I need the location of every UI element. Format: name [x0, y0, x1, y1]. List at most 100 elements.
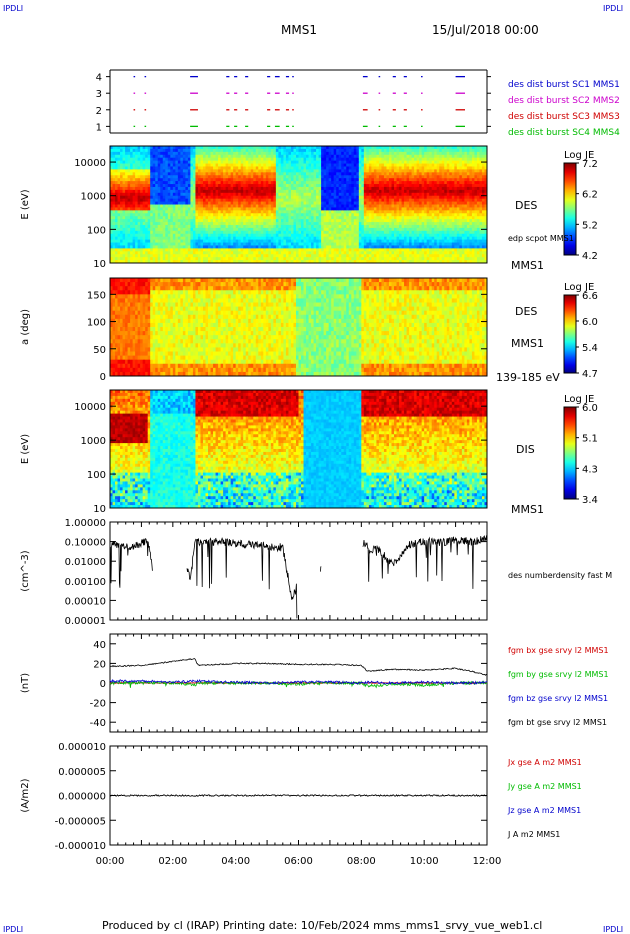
des-energy-cell — [391, 192, 395, 197]
des-energy-cell — [285, 260, 289, 264]
des-energy-cell — [248, 210, 252, 214]
des-energy-cell — [351, 257, 355, 261]
des-energy-cell — [293, 210, 297, 214]
des-energy-cell — [381, 222, 385, 226]
des-energy-cell — [280, 224, 284, 229]
des-energy-cell — [260, 245, 264, 249]
des-energy-cell — [187, 213, 191, 217]
des-energy-cell — [255, 224, 259, 229]
des-energy-cell — [208, 146, 211, 150]
des-energy-cell — [243, 192, 247, 197]
des-energy-cell — [366, 219, 370, 223]
des-energy-cell — [386, 146, 390, 150]
des-energy-cell — [313, 219, 317, 223]
des-energy-cell — [243, 166, 247, 170]
des-energy-cell — [298, 154, 302, 159]
des-energy-cell — [170, 160, 174, 164]
des-energy-cell — [243, 157, 247, 162]
des-energy-cell — [338, 224, 342, 229]
des-energy-cell — [253, 192, 257, 197]
des-energy-cell — [122, 181, 126, 185]
des-energy-cell — [406, 230, 410, 235]
des-energy-cell — [155, 163, 159, 167]
des-energy-cell — [192, 245, 196, 249]
des-energy-cell — [406, 181, 410, 185]
des-energy-cell — [258, 236, 262, 240]
des-energy-cell — [366, 154, 370, 159]
des-energy-cell — [348, 213, 352, 217]
des-energy-cell — [343, 216, 347, 220]
des-energy-cell — [245, 178, 249, 182]
des-energy-cell — [197, 245, 201, 249]
des-energy-cell — [308, 222, 312, 226]
des-energy-cell — [208, 257, 211, 261]
des-energy-cell — [306, 213, 309, 217]
des-energy-cell — [250, 201, 254, 205]
des-energy-cell — [373, 195, 377, 200]
des-energy-cell — [303, 260, 307, 264]
des-energy-cell — [283, 245, 287, 249]
des-energy-cell — [233, 248, 237, 252]
des-energy-cell — [346, 213, 350, 217]
des-energy-cell — [318, 213, 322, 217]
des-energy-cell — [265, 175, 269, 179]
des-energy-cell — [187, 160, 191, 164]
des-energy-cell — [220, 184, 224, 188]
des-energy-cell — [394, 184, 397, 188]
des-energy-cell — [210, 172, 214, 176]
des-energy-cell — [268, 186, 272, 191]
des-energy-cell — [383, 260, 387, 264]
des-energy-cell — [336, 184, 340, 188]
des-energy-cell — [328, 219, 332, 223]
des-energy-cell — [117, 230, 121, 235]
des-energy-cell — [323, 219, 327, 223]
des-energy-cell — [248, 163, 252, 167]
des-energy-cell — [366, 189, 370, 194]
des-energy-cell — [263, 195, 267, 200]
des-energy-cell — [303, 230, 307, 235]
des-energy-cell — [295, 219, 299, 223]
des-energy-cell — [366, 245, 370, 249]
des-energy-cell — [383, 192, 387, 197]
des-energy-cell — [318, 154, 322, 159]
des-energy-cell — [213, 251, 216, 255]
des-energy-cell — [348, 175, 352, 179]
des-energy-cell — [270, 239, 274, 243]
des-energy-cell — [215, 146, 219, 150]
des-energy-cell — [162, 201, 166, 205]
des-energy-cell — [172, 257, 176, 261]
des-energy-cell — [213, 198, 216, 202]
des-energy-cell — [195, 178, 199, 182]
des-energy-cell — [155, 233, 159, 238]
des-energy-cell — [167, 175, 171, 179]
des-energy-cell — [177, 184, 181, 188]
des-energy-cell — [205, 163, 209, 167]
des-energy-cell — [368, 224, 372, 229]
des-energy-cell — [162, 146, 166, 150]
des-energy-cell — [230, 157, 234, 162]
des-energy-cell — [145, 251, 149, 255]
des-energy-cell — [192, 224, 196, 229]
des-energy-cell — [311, 222, 314, 226]
des-energy-cell — [280, 227, 284, 232]
des-energy-cell — [142, 181, 146, 185]
des-energy-cell — [112, 201, 116, 205]
des-energy-cell — [135, 148, 139, 153]
des-energy-cell — [318, 198, 322, 202]
des-energy-cell — [110, 198, 113, 202]
des-energy-cell — [363, 186, 367, 191]
des-energy-cell — [288, 222, 292, 226]
des-energy-cell — [323, 224, 327, 229]
des-energy-cell — [366, 148, 370, 153]
des-energy-cell — [376, 210, 380, 214]
des-energy-cell — [130, 192, 134, 197]
des-energy-cell — [155, 260, 159, 264]
des-energy-cell — [210, 195, 214, 200]
des-energy-cell — [290, 227, 294, 232]
des-energy-cell — [187, 230, 191, 235]
des-energy-cell — [165, 257, 169, 261]
des-energy-cell — [341, 216, 345, 220]
des-energy-cell — [373, 216, 377, 220]
des-energy-cell — [245, 201, 249, 205]
des-energy-cell — [288, 219, 292, 223]
